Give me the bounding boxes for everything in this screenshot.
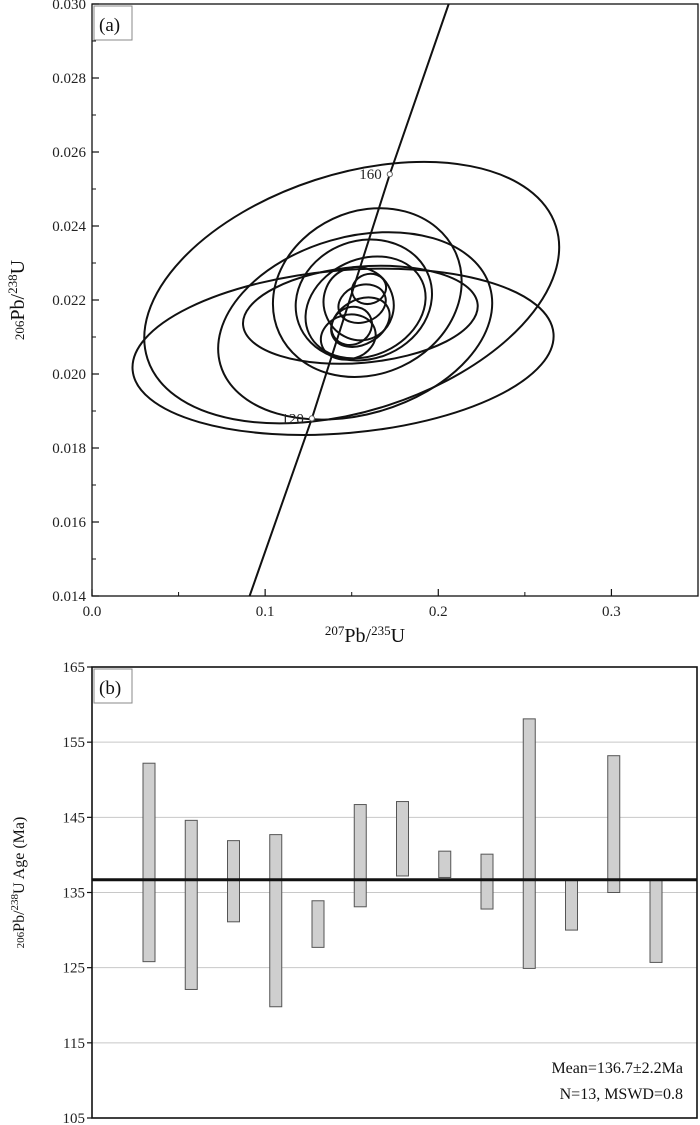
error-ellipse-2 xyxy=(131,267,555,436)
error-ellipse-6 xyxy=(294,238,433,362)
y-tick-label: 0.024 xyxy=(52,219,86,235)
age-bar-13 xyxy=(649,879,663,963)
age-bar-6 xyxy=(353,804,367,908)
age-bar-1 xyxy=(142,762,156,963)
age-bar-9 xyxy=(480,853,494,910)
x-axis-title-sup: 235 xyxy=(371,623,391,638)
error-ellipse-9 xyxy=(319,313,377,361)
age-bar-8 xyxy=(438,850,452,878)
y-tick-label: 115 xyxy=(63,1036,85,1052)
y-axis-b-title-pre: 206 xyxy=(15,931,27,948)
y-tick-label: 155 xyxy=(63,735,86,751)
y-tick-label: 105 xyxy=(63,1111,86,1125)
y-tick-label: 0.018 xyxy=(52,441,86,457)
y-tick-label: 0.028 xyxy=(52,71,86,87)
age-bar-10 xyxy=(522,718,536,969)
x-tick-label: 0.3 xyxy=(602,604,621,620)
panel-a-y-axis-title: 206Pb/238U xyxy=(5,259,29,340)
x-tick-label: 0.1 xyxy=(256,604,275,620)
panel-b-bars xyxy=(142,718,663,1008)
age-label-160: 160 xyxy=(359,167,382,183)
panel-b-gridlines xyxy=(92,741,697,1044)
panel-a-ellipses xyxy=(131,160,561,436)
y-axis-title-sup: 238 xyxy=(5,274,20,294)
y-axis-b-title-mid: Pb/ xyxy=(11,910,28,932)
age-bar-7 xyxy=(396,801,409,877)
panel-a-tag: (a) xyxy=(93,5,133,41)
concordia-curve xyxy=(248,3,450,597)
error-ellipse-4 xyxy=(271,207,463,378)
age-bar-3 xyxy=(227,840,240,923)
x-tick-label: 0.2 xyxy=(429,604,448,620)
y-tick-label: 0.030 xyxy=(52,0,86,13)
age-marker-160 xyxy=(386,171,393,178)
panel-b-tag: (b) xyxy=(93,668,133,704)
y-axis-title-pre: 206 xyxy=(12,320,27,340)
y-tick-label: 125 xyxy=(63,961,86,977)
panel-a-label: (a) xyxy=(99,15,120,36)
error-ellipse-3 xyxy=(217,231,494,421)
x-axis-title-post: U xyxy=(391,625,406,647)
error-ellipse-8 xyxy=(322,266,395,342)
y-tick-label: 0.020 xyxy=(52,367,86,383)
age-label-120: 120 xyxy=(281,411,304,427)
mean-annotation: Mean=136.7±2.2Ma xyxy=(551,1060,683,1077)
error-ellipse-1 xyxy=(143,160,561,425)
x-tick-label: 0.0 xyxy=(83,604,102,620)
error-ellipse-13 xyxy=(350,272,388,306)
x-axis-title-mid: Pb/ xyxy=(344,625,371,647)
panel-b-age-chart: 105 115 125 135 145 155 165 (b) 206Pb/238U Age… xyxy=(9,660,698,1125)
age-bar-2 xyxy=(184,819,198,990)
y-tick-label: 0.016 xyxy=(52,515,86,531)
panel-a-x-axis-title: 207Pb/235U xyxy=(325,623,406,647)
age-bar-11 xyxy=(565,879,578,931)
panel-b-label: (b) xyxy=(99,678,121,699)
error-ellipse-12 xyxy=(330,305,373,346)
age-bar-4 xyxy=(269,834,283,1008)
y-axis-b-title-post: U Age (Ma) xyxy=(11,817,28,894)
age-bar-12 xyxy=(607,755,621,893)
y-tick-label: 135 xyxy=(63,886,86,902)
panel-a-concordia: 120 160 xyxy=(248,3,450,597)
age-marker-120 xyxy=(308,415,315,422)
panel-b-y-axis-title: 206Pb/238U Age (Ma) xyxy=(9,817,28,949)
n-mswd-annotation: N=13, MSWD=0.8 xyxy=(560,1086,683,1103)
y-axis-title-mid: Pb/ xyxy=(7,293,29,320)
panel-a-plot-frame xyxy=(91,3,699,597)
y-tick-label: 0.026 xyxy=(52,145,86,161)
x-axis-title-pre: 207 xyxy=(325,623,345,638)
y-tick-label: 145 xyxy=(63,810,86,826)
panel-a-ticks: 0.0 0.1 0.2 0.3 0.014 0.016 0.018 0.020 0.022 0.0… xyxy=(52,0,621,620)
y-axis-title-post: U xyxy=(7,259,29,274)
age-bar-5 xyxy=(311,900,325,948)
y-axis-b-title-sup: 238 xyxy=(9,893,21,910)
error-ellipse-7 xyxy=(304,255,427,360)
y-tick-label: 165 xyxy=(63,660,86,676)
y-tick-label: 0.022 xyxy=(52,293,86,309)
panel-b-ticks: 105 115 125 135 145 155 165 xyxy=(63,660,92,1125)
y-tick-label: 0.014 xyxy=(52,589,86,605)
